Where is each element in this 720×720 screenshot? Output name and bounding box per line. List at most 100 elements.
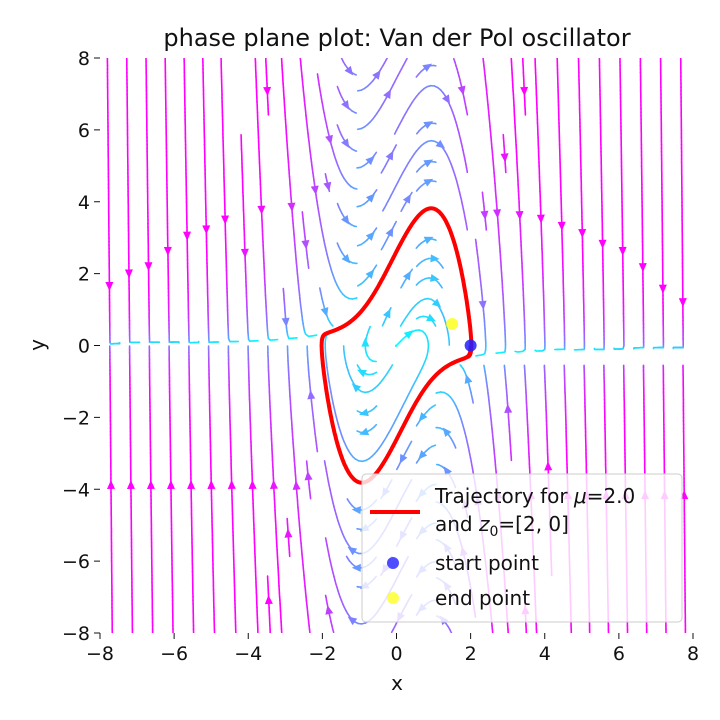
streamline-segment [375, 227, 378, 230]
streamline-arrow [426, 313, 436, 322]
streamline-arrow [557, 221, 566, 231]
streamline-segment [439, 284, 443, 289]
streamline-arrow [284, 528, 293, 538]
streamline-segment [394, 144, 398, 149]
streamline-arrow [341, 215, 350, 225]
streamline-segment [483, 364, 486, 369]
streamline-arrow [442, 94, 451, 105]
streamline-arrow [202, 225, 211, 235]
streamline-arrow [365, 193, 376, 203]
streamline-arrow [240, 248, 249, 258]
streamline-arrow [320, 307, 329, 317]
streamline-arrow [269, 479, 278, 490]
streamline-arrow [341, 100, 350, 110]
streamline-arrow [493, 209, 502, 219]
streamline-arrow [263, 86, 272, 97]
streamline-arrow [347, 546, 358, 556]
streamline-segment [465, 226, 469, 231]
streamline-segment [390, 629, 394, 633]
streamline-segment [331, 324, 334, 327]
streamline-arrow [430, 254, 440, 263]
streamline-arrow [357, 369, 367, 378]
streamline-arrow [361, 337, 370, 347]
streamline-arrow [403, 330, 414, 339]
streamline-segment [356, 430, 362, 434]
streamline-arrow [325, 134, 333, 145]
streamline-segment [368, 325, 372, 330]
streamline-arrow [536, 214, 545, 224]
streamline-segment [415, 461, 418, 464]
streamline-segment [323, 460, 327, 466]
streamline-arrow [207, 479, 216, 490]
streamline-arrow [304, 470, 313, 481]
streamline-arrow [504, 403, 513, 414]
streamline-segment [459, 364, 462, 367]
streamline-segment [356, 364, 360, 368]
streamline-arrow [423, 178, 434, 187]
streamline-segment [415, 422, 419, 427]
streamline-segment [353, 187, 358, 190]
streamline-arrow [431, 298, 442, 308]
streamline-segment [345, 555, 349, 559]
streamline-arrow [124, 269, 133, 279]
streamline-arrow [578, 228, 587, 239]
streamline-arrow [365, 231, 375, 241]
streamline-arrow [402, 270, 412, 281]
streamline-arrow [323, 181, 332, 192]
streamline-arrow [351, 563, 361, 572]
streamline-segment [375, 189, 378, 192]
streamline-arrow [423, 121, 434, 130]
streamline-arrow [365, 155, 375, 166]
streamline-arrow [341, 254, 351, 264]
streamline-arrow [359, 408, 369, 417]
streamline-arrow [442, 427, 452, 437]
streamline-arrow [166, 479, 175, 489]
streamline-segment [385, 58, 389, 61]
streamline-arrow [457, 85, 466, 96]
streamline-arrow [429, 274, 440, 282]
streamline-arrow [678, 298, 687, 308]
streamline-arrow [418, 412, 428, 422]
streamline-arrow [257, 205, 266, 215]
streamline-arrow [287, 202, 296, 212]
streamline-arrow [383, 89, 391, 100]
streamline-segment [356, 410, 362, 414]
streamline-segment [534, 349, 538, 352]
streamline-arrow [385, 227, 394, 238]
streamline-arrow [292, 480, 301, 490]
streamline-arrow [478, 300, 487, 310]
streamline-arrow [618, 246, 627, 256]
streamline-arrow [423, 159, 434, 168]
streamline-arrow [598, 239, 607, 249]
streamline-arrow [359, 427, 370, 436]
streamline-segment [395, 466, 399, 471]
streamline-arrow [281, 317, 290, 328]
streamline-segment [324, 537, 328, 543]
streamline-arrow [402, 193, 411, 204]
streamline-segment [433, 323, 437, 327]
streamline-arrow [307, 390, 316, 400]
streamline-arrow [638, 263, 647, 273]
streamline-segment [373, 151, 378, 157]
streamline-arrow [347, 616, 358, 626]
streamline-arrow [515, 210, 524, 221]
streamline-segment [405, 58, 408, 61]
chart-title: phase plane plot: Van der Pol oscillator [163, 24, 630, 52]
streamline-arrow [418, 450, 428, 460]
streamline-arrow [544, 461, 553, 471]
streamline-segment [394, 220, 398, 225]
streamline-arrow [464, 374, 473, 384]
streamline-arrow [423, 236, 434, 245]
streamline-arrow [351, 383, 362, 393]
streamline-segment [514, 350, 518, 353]
streamline-arrow [520, 86, 529, 97]
streamline-arrow [382, 308, 391, 319]
streamline-segment [465, 110, 469, 116]
streamline-arrow [658, 284, 667, 294]
streamline-arrow [183, 231, 192, 241]
streamline-arrow [435, 139, 446, 149]
streamline-arrow [144, 262, 153, 272]
streamline-arrow [341, 138, 350, 149]
streamline-arrow [399, 453, 408, 464]
streamline-arrow [227, 479, 236, 490]
